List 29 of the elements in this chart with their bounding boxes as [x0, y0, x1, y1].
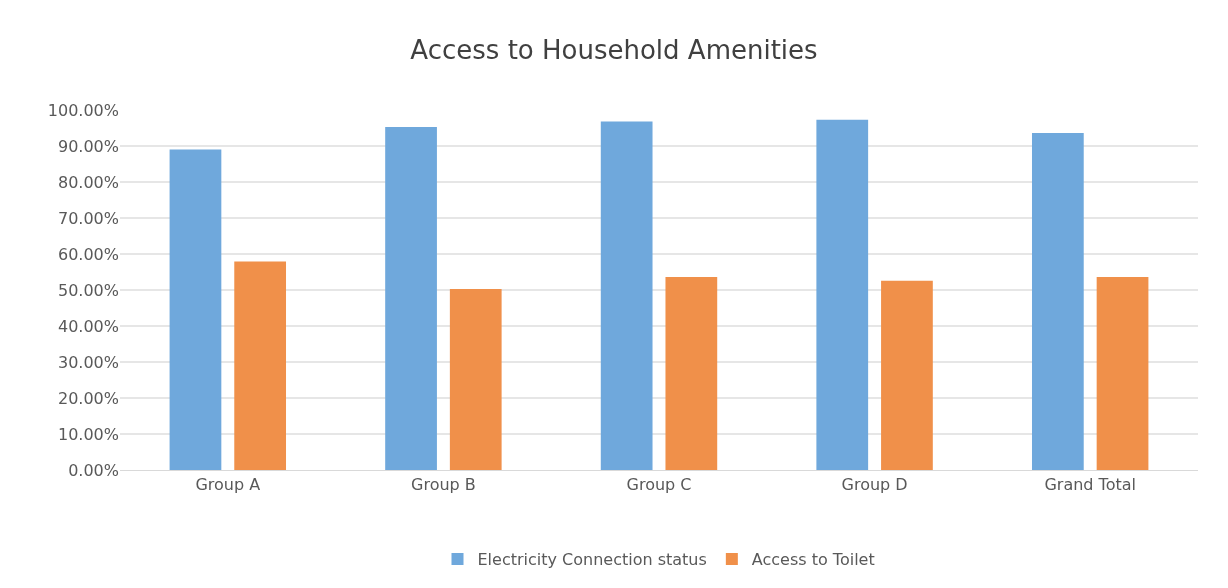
y-tick-label: 40.00% — [57, 316, 119, 336]
bar — [881, 280, 933, 470]
x-tick-label: Grand Total — [1044, 475, 1136, 495]
bar — [449, 288, 502, 470]
y-tick-label: 20.00% — [57, 388, 119, 408]
legend-label: Electricity Connection status — [477, 550, 707, 570]
y-tick-label: 10.00% — [57, 424, 119, 444]
x-tick-label: Group B — [411, 475, 476, 495]
x-tick-label: Group C — [626, 475, 692, 495]
x-tick-label: Group D — [841, 475, 908, 495]
bar — [169, 149, 222, 470]
bar — [600, 121, 653, 470]
y-tick-label: 0.00% — [68, 460, 119, 480]
y-tick-label: 50.00% — [57, 280, 119, 300]
y-tick-label: 30.00% — [57, 352, 119, 372]
legend-label: Access to Toilet — [751, 550, 875, 570]
y-tick-label: 80.00% — [57, 172, 119, 192]
bar — [234, 261, 287, 470]
chart-title: Access to Household Amenities — [410, 35, 818, 66]
y-tick-label: 90.00% — [57, 136, 119, 156]
y-tick-label: 60.00% — [57, 244, 119, 264]
y-tick-label: 100.00% — [47, 100, 119, 120]
y-tick-label: 70.00% — [57, 208, 119, 228]
bar — [816, 119, 869, 470]
x-tick-label: Group A — [195, 475, 261, 495]
bar — [1096, 277, 1149, 470]
bar — [1031, 133, 1084, 470]
bar — [385, 126, 437, 470]
bar — [665, 277, 718, 470]
